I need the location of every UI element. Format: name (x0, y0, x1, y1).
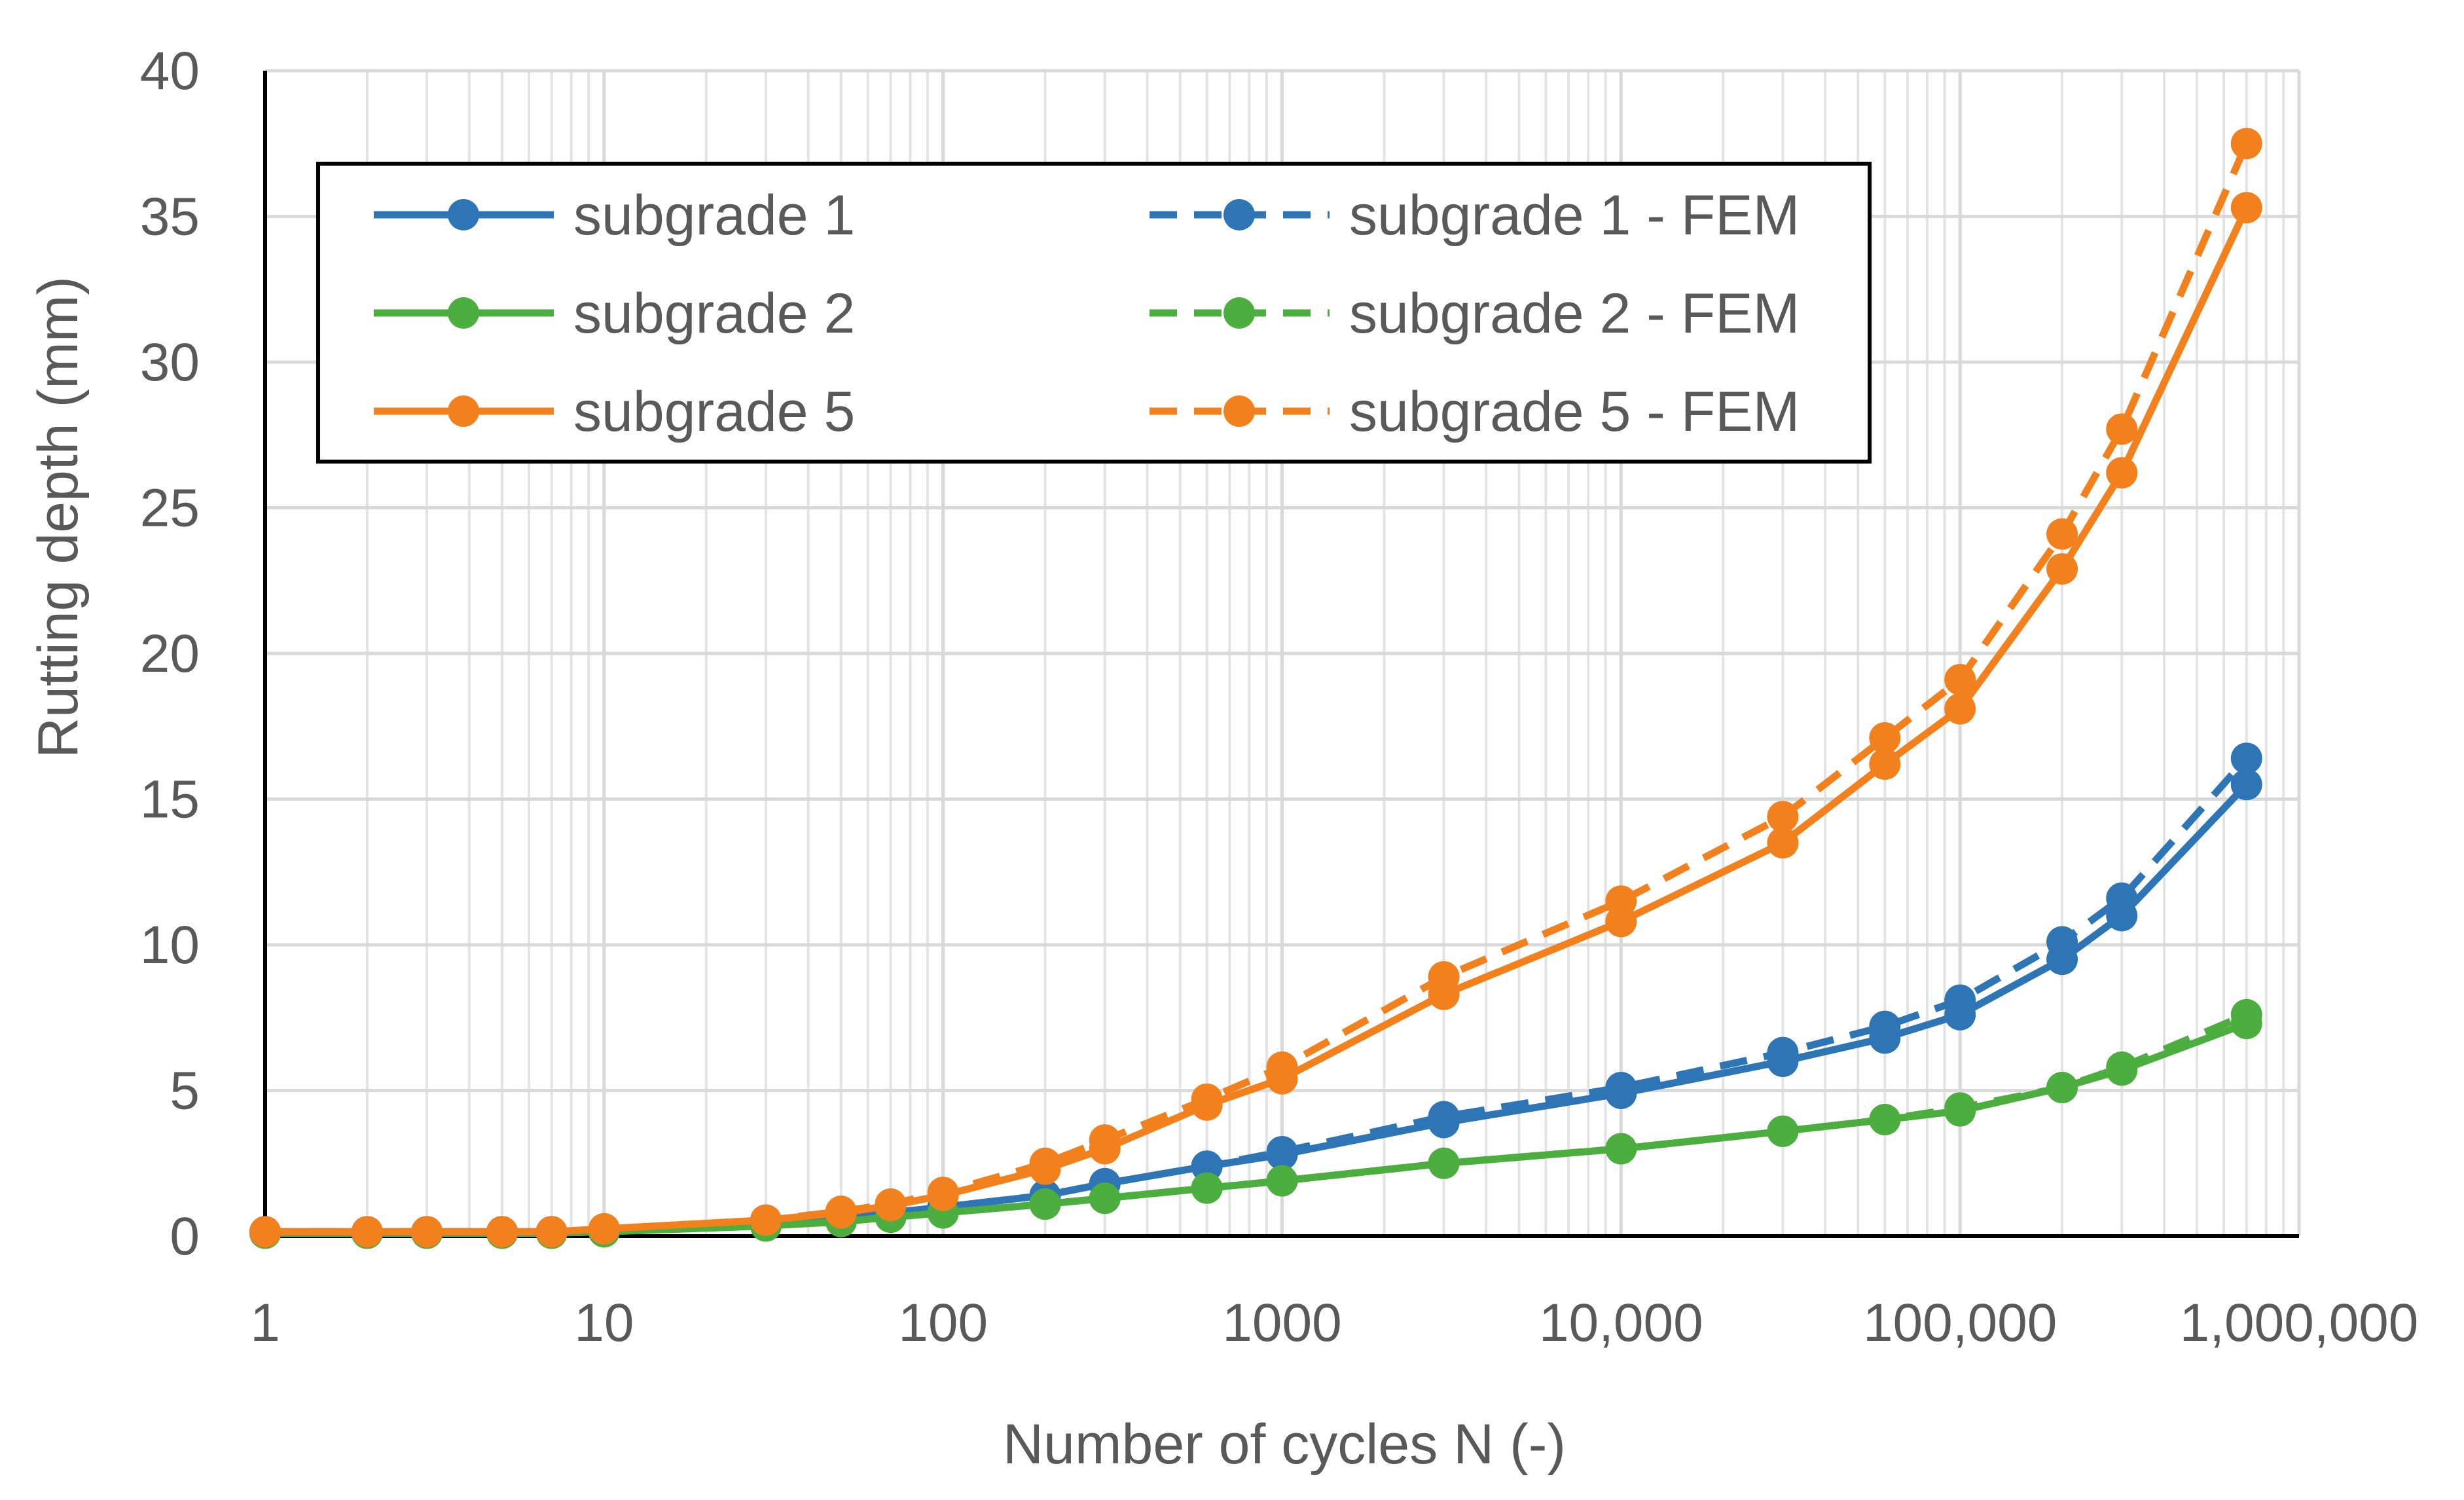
data-point (2106, 413, 2138, 445)
legend-label: subgrade 2 - FEM (1349, 282, 1800, 345)
x-axis-title: Number of cycles N (-) (1003, 1413, 1566, 1476)
data-point (351, 1216, 383, 1248)
data-point (2106, 900, 2138, 932)
data-point (1767, 1046, 1799, 1077)
legend-item: subgrade 1 - FEM (1150, 184, 1800, 247)
legend-label: subgrade 2 (573, 282, 855, 345)
data-point (1944, 693, 1976, 725)
data-point (1944, 664, 1976, 696)
data-point (1605, 1133, 1637, 1165)
data-point (1605, 1077, 1637, 1109)
data-point (2230, 742, 2262, 775)
data-point (1767, 1115, 1799, 1147)
data-point (1767, 801, 1799, 833)
series-line (261, 1019, 2251, 1237)
data-point (1869, 1022, 1901, 1054)
data-point (927, 1179, 959, 1211)
data-point (1191, 1172, 1223, 1204)
data-point (1089, 1182, 1121, 1215)
data-point (750, 1204, 782, 1236)
data-point (1191, 1150, 1223, 1182)
data-point (2046, 943, 2078, 976)
data-point (588, 1213, 620, 1245)
legend-swatch-marker (1223, 297, 1255, 329)
data-point (1869, 1104, 1901, 1135)
data-point (1266, 1139, 1298, 1171)
x-tick-label: 10 (574, 1293, 634, 1353)
data-point (1944, 998, 1976, 1031)
y-tick-label: 0 (170, 1207, 200, 1266)
data-point (2106, 457, 2138, 489)
legend-label: subgrade 1 (573, 184, 855, 247)
data-point (2046, 518, 2078, 550)
y-tick-label: 10 (140, 915, 200, 975)
y-tick-label: 20 (140, 624, 200, 684)
data-point (2230, 192, 2262, 224)
legend-item: subgrade 2 - FEM (1150, 282, 1800, 345)
y-tick-label: 40 (140, 41, 200, 101)
legend-swatch-marker (448, 199, 479, 230)
data-point (535, 1216, 568, 1248)
y-tick-label: 30 (140, 333, 200, 392)
data-point (1191, 1089, 1223, 1121)
legend: subgrade 1 subgrade 2 subgrade 5 subgrade 1… (316, 162, 1872, 464)
data-point (1944, 1095, 1976, 1127)
data-point (1869, 722, 1901, 754)
series (249, 128, 2262, 1249)
data-point (1029, 1188, 1061, 1220)
legend-item: subgrade 1 (374, 184, 855, 247)
legend-label: subgrade 1 - FEM (1349, 184, 1800, 247)
tick-labels: 0 5 10 15 20 25 30 35 40 1 10 100 1000 10,000 100,000 1… (140, 41, 2419, 1353)
series-line (265, 1011, 2248, 1237)
legend-box (316, 162, 1872, 464)
data-point (1089, 1133, 1121, 1165)
y-axis-title: Rutting depth (mm) (27, 276, 90, 758)
legend-swatch-marker (1223, 199, 1255, 230)
x-tick-label: 100,000 (1863, 1293, 2057, 1353)
y-tick-label: 25 (140, 479, 200, 538)
y-tick-label: 5 (170, 1061, 200, 1121)
series-line (265, 142, 2250, 1235)
data-point (2230, 769, 2262, 801)
data-point (1029, 1153, 1061, 1185)
data-point (2046, 1072, 2078, 1104)
data-point (1767, 827, 1799, 859)
data-point (1428, 978, 1460, 1010)
x-tick-label: 1,000,000 (2180, 1293, 2419, 1353)
data-point (875, 1190, 907, 1222)
legend-swatch-marker (448, 395, 479, 427)
data-point (249, 1216, 281, 1248)
x-tick-label: 10,000 (1539, 1293, 1703, 1353)
data-point (2046, 553, 2078, 585)
y-tick-label: 15 (140, 770, 200, 830)
x-tick-label: 1 (250, 1293, 280, 1353)
data-point (1266, 1165, 1298, 1197)
legend-label: subgrade 5 (573, 380, 855, 443)
legend-item: subgrade 2 (374, 282, 855, 345)
data-point (1266, 1063, 1298, 1095)
legend-swatch-marker (448, 297, 479, 329)
legend-item: subgrade 5 (374, 380, 855, 443)
legend-item: subgrade 5 - FEM (1150, 380, 1800, 443)
data-point (1869, 748, 1901, 780)
data-point (2230, 128, 2262, 160)
data-point (825, 1197, 857, 1229)
series-line (261, 204, 2251, 1235)
data-point (411, 1216, 443, 1248)
y-tick-label: 35 (140, 187, 200, 247)
legend-swatch-marker (1223, 395, 1255, 427)
data-point (2230, 1008, 2262, 1040)
data-point (1605, 905, 1637, 938)
legend-label: subgrade 5 - FEM (1349, 380, 1800, 443)
x-tick-label: 1000 (1222, 1293, 1341, 1353)
data-point (486, 1216, 518, 1248)
data-point (1428, 1107, 1460, 1139)
data-point (1428, 1147, 1460, 1179)
series-subgrade-5 (249, 192, 2262, 1248)
x-tick-label: 100 (898, 1293, 988, 1353)
data-point (2106, 1054, 2138, 1086)
